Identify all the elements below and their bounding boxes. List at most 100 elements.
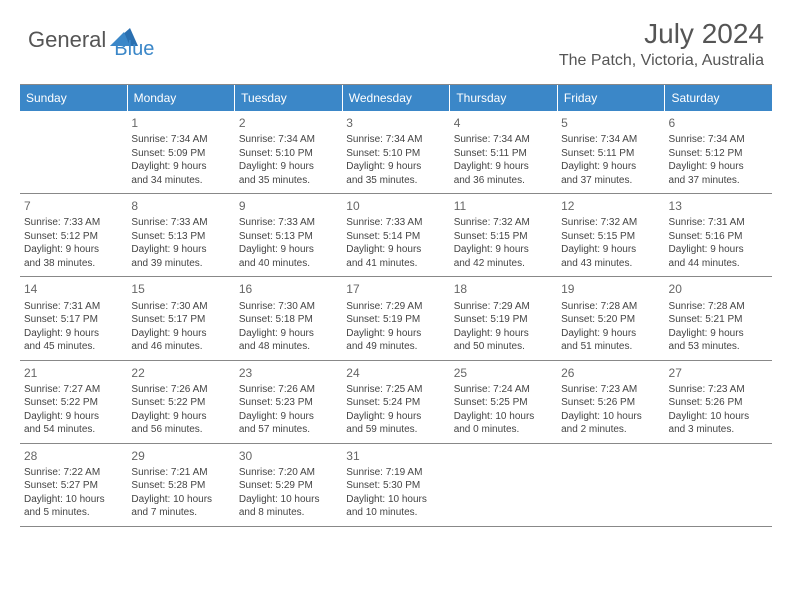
day-number: 31 bbox=[346, 448, 445, 464]
daylight-text-1: Daylight: 9 hours bbox=[346, 410, 445, 424]
day-number: 2 bbox=[239, 115, 338, 131]
daylight-text-2: and 37 minutes. bbox=[561, 174, 660, 188]
day-cell-30: 30Sunrise: 7:20 AMSunset: 5:29 PMDayligh… bbox=[235, 444, 342, 526]
daylight-text-1: Daylight: 10 hours bbox=[669, 410, 768, 424]
sunrise-text: Sunrise: 7:27 AM bbox=[24, 383, 123, 397]
day-number: 11 bbox=[454, 198, 553, 214]
day-cell-empty bbox=[557, 444, 664, 526]
day-cell-17: 17Sunrise: 7:29 AMSunset: 5:19 PMDayligh… bbox=[342, 277, 449, 359]
day-cell-27: 27Sunrise: 7:23 AMSunset: 5:26 PMDayligh… bbox=[665, 361, 772, 443]
daylight-text-1: Daylight: 9 hours bbox=[669, 160, 768, 174]
day-number: 25 bbox=[454, 365, 553, 381]
day-number: 5 bbox=[561, 115, 660, 131]
day-cell-24: 24Sunrise: 7:25 AMSunset: 5:24 PMDayligh… bbox=[342, 361, 449, 443]
daylight-text-1: Daylight: 9 hours bbox=[24, 243, 123, 257]
day-cell-6: 6Sunrise: 7:34 AMSunset: 5:12 PMDaylight… bbox=[665, 111, 772, 193]
day-cell-29: 29Sunrise: 7:21 AMSunset: 5:28 PMDayligh… bbox=[127, 444, 234, 526]
day-cell-12: 12Sunrise: 7:32 AMSunset: 5:15 PMDayligh… bbox=[557, 194, 664, 276]
sunset-text: Sunset: 5:10 PM bbox=[346, 147, 445, 161]
daylight-text-2: and 56 minutes. bbox=[131, 423, 230, 437]
daylight-text-2: and 40 minutes. bbox=[239, 257, 338, 271]
daylight-text-1: Daylight: 9 hours bbox=[239, 160, 338, 174]
daylight-text-2: and 35 minutes. bbox=[346, 174, 445, 188]
day-number: 20 bbox=[669, 281, 768, 297]
day-number: 26 bbox=[561, 365, 660, 381]
daylight-text-1: Daylight: 9 hours bbox=[131, 410, 230, 424]
sunset-text: Sunset: 5:09 PM bbox=[131, 147, 230, 161]
daylight-text-2: and 43 minutes. bbox=[561, 257, 660, 271]
daylight-text-2: and 35 minutes. bbox=[239, 174, 338, 188]
sunset-text: Sunset: 5:15 PM bbox=[454, 230, 553, 244]
sunrise-text: Sunrise: 7:33 AM bbox=[346, 216, 445, 230]
sunset-text: Sunset: 5:10 PM bbox=[239, 147, 338, 161]
sunrise-text: Sunrise: 7:26 AM bbox=[239, 383, 338, 397]
day-number: 17 bbox=[346, 281, 445, 297]
daylight-text-2: and 59 minutes. bbox=[346, 423, 445, 437]
sunrise-text: Sunrise: 7:24 AM bbox=[454, 383, 553, 397]
sunset-text: Sunset: 5:25 PM bbox=[454, 396, 553, 410]
day-cell-13: 13Sunrise: 7:31 AMSunset: 5:16 PMDayligh… bbox=[665, 194, 772, 276]
day-cell-3: 3Sunrise: 7:34 AMSunset: 5:10 PMDaylight… bbox=[342, 111, 449, 193]
day-cell-7: 7Sunrise: 7:33 AMSunset: 5:12 PMDaylight… bbox=[20, 194, 127, 276]
day-cell-11: 11Sunrise: 7:32 AMSunset: 5:15 PMDayligh… bbox=[450, 194, 557, 276]
daylight-text-2: and 44 minutes. bbox=[669, 257, 768, 271]
daylight-text-1: Daylight: 9 hours bbox=[239, 243, 338, 257]
sunrise-text: Sunrise: 7:19 AM bbox=[346, 466, 445, 480]
daylight-text-1: Daylight: 10 hours bbox=[454, 410, 553, 424]
daylight-text-1: Daylight: 10 hours bbox=[24, 493, 123, 507]
daylight-text-1: Daylight: 9 hours bbox=[454, 160, 553, 174]
day-number: 7 bbox=[24, 198, 123, 214]
sunset-text: Sunset: 5:20 PM bbox=[561, 313, 660, 327]
day-cell-4: 4Sunrise: 7:34 AMSunset: 5:11 PMDaylight… bbox=[450, 111, 557, 193]
daylight-text-2: and 57 minutes. bbox=[239, 423, 338, 437]
day-number: 30 bbox=[239, 448, 338, 464]
sunset-text: Sunset: 5:24 PM bbox=[346, 396, 445, 410]
day-number: 6 bbox=[669, 115, 768, 131]
daylight-text-2: and 54 minutes. bbox=[24, 423, 123, 437]
sunset-text: Sunset: 5:12 PM bbox=[24, 230, 123, 244]
day-cell-empty bbox=[20, 111, 127, 193]
daylight-text-1: Daylight: 9 hours bbox=[346, 160, 445, 174]
daylight-text-2: and 49 minutes. bbox=[346, 340, 445, 354]
sunrise-text: Sunrise: 7:20 AM bbox=[239, 466, 338, 480]
weekday-tuesday: Tuesday bbox=[235, 85, 343, 111]
daylight-text-2: and 48 minutes. bbox=[239, 340, 338, 354]
sunset-text: Sunset: 5:22 PM bbox=[24, 396, 123, 410]
day-cell-31: 31Sunrise: 7:19 AMSunset: 5:30 PMDayligh… bbox=[342, 444, 449, 526]
header: General Blue July 2024 The Patch, Victor… bbox=[0, 0, 792, 78]
sunset-text: Sunset: 5:17 PM bbox=[24, 313, 123, 327]
logo-text-part1: General bbox=[28, 27, 106, 53]
sunrise-text: Sunrise: 7:21 AM bbox=[131, 466, 230, 480]
daylight-text-2: and 0 minutes. bbox=[454, 423, 553, 437]
day-cell-empty bbox=[665, 444, 772, 526]
calendar: SundayMondayTuesdayWednesdayThursdayFrid… bbox=[20, 84, 772, 527]
daylight-text-1: Daylight: 9 hours bbox=[239, 327, 338, 341]
sunrise-text: Sunrise: 7:30 AM bbox=[239, 300, 338, 314]
daylight-text-2: and 51 minutes. bbox=[561, 340, 660, 354]
day-number: 28 bbox=[24, 448, 123, 464]
daylight-text-2: and 36 minutes. bbox=[454, 174, 553, 188]
daylight-text-2: and 41 minutes. bbox=[346, 257, 445, 271]
weekday-thursday: Thursday bbox=[450, 85, 558, 111]
daylight-text-1: Daylight: 9 hours bbox=[454, 327, 553, 341]
sunrise-text: Sunrise: 7:32 AM bbox=[561, 216, 660, 230]
sunrise-text: Sunrise: 7:34 AM bbox=[561, 133, 660, 147]
sunrise-text: Sunrise: 7:29 AM bbox=[346, 300, 445, 314]
day-cell-18: 18Sunrise: 7:29 AMSunset: 5:19 PMDayligh… bbox=[450, 277, 557, 359]
sunrise-text: Sunrise: 7:34 AM bbox=[454, 133, 553, 147]
day-number: 14 bbox=[24, 281, 123, 297]
weekday-wednesday: Wednesday bbox=[343, 85, 451, 111]
day-number: 9 bbox=[239, 198, 338, 214]
daylight-text-1: Daylight: 9 hours bbox=[561, 160, 660, 174]
sunrise-text: Sunrise: 7:23 AM bbox=[669, 383, 768, 397]
day-number: 24 bbox=[346, 365, 445, 381]
weekday-friday: Friday bbox=[558, 85, 666, 111]
sunset-text: Sunset: 5:13 PM bbox=[131, 230, 230, 244]
daylight-text-2: and 37 minutes. bbox=[669, 174, 768, 188]
daylight-text-2: and 8 minutes. bbox=[239, 506, 338, 520]
sunset-text: Sunset: 5:28 PM bbox=[131, 479, 230, 493]
day-cell-10: 10Sunrise: 7:33 AMSunset: 5:14 PMDayligh… bbox=[342, 194, 449, 276]
day-cell-22: 22Sunrise: 7:26 AMSunset: 5:22 PMDayligh… bbox=[127, 361, 234, 443]
sunset-text: Sunset: 5:16 PM bbox=[669, 230, 768, 244]
sunset-text: Sunset: 5:23 PM bbox=[239, 396, 338, 410]
